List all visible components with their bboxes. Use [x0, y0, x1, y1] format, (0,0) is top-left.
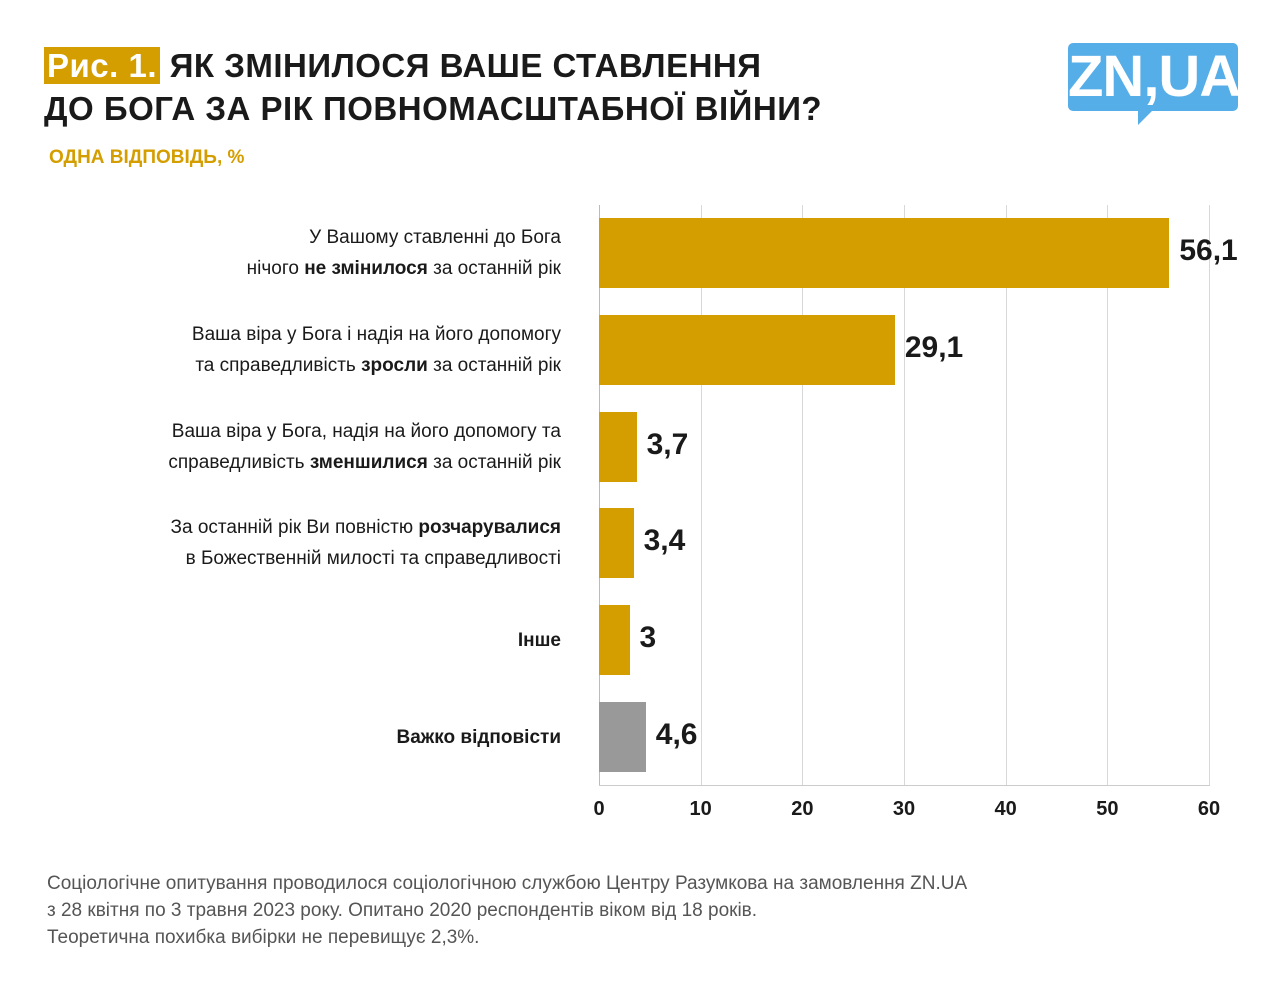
- bar-value-label: 3,4: [643, 524, 686, 558]
- category-label: За останній рік Ви повністю розчарувалис…: [171, 512, 562, 574]
- label-segment: нічого: [246, 258, 305, 279]
- footnote-line-2: з 28 квітня по 3 травня 2023 року. Опита…: [47, 900, 758, 921]
- category-label: Інше: [518, 625, 561, 656]
- bar: [599, 702, 646, 772]
- label-segment: У Вашому ставленні до Бога: [309, 227, 561, 248]
- bar: [599, 605, 630, 676]
- bar-value-label: 29,1: [904, 330, 964, 364]
- bar-value-label: 3: [639, 621, 657, 655]
- category-label: Важко відповісти: [396, 722, 561, 753]
- x-tick-label: 60: [1197, 798, 1221, 820]
- x-tick-label: 0: [593, 798, 605, 820]
- gridline: [1107, 205, 1109, 785]
- category-label: У Вашому ставленні до Бога нічого не змін…: [247, 222, 561, 284]
- chart-subtitle: ОДНА ВІДПОВІДЬ, %: [49, 147, 245, 168]
- label-segment: Ваша віра у Бога і надія на його допомог…: [191, 323, 561, 345]
- label-segment: Ваша віра у Бога, надія на його допомогу…: [171, 420, 561, 442]
- category-label: Ваша віра у Бога і надія на його допомог…: [192, 319, 561, 381]
- label-segment: за останній рік: [427, 451, 561, 473]
- bar-value-label: 56,1: [1179, 234, 1238, 267]
- gridline: [1209, 205, 1210, 785]
- bar: [599, 218, 1170, 288]
- label-segment: зросли: [361, 354, 428, 376]
- x-tick-label: 20: [791, 798, 814, 820]
- gridline: [904, 205, 905, 785]
- bar: [599, 508, 634, 579]
- label-segment: за останній рік: [427, 354, 561, 376]
- bar-value-label: 3,7: [646, 427, 689, 461]
- category-label: Ваша віра у Бога, надія на його допомогу…: [168, 416, 561, 478]
- label-segment: за останній рік: [427, 258, 561, 279]
- footnote: Соціологічне опитування проводилося соці…: [47, 870, 967, 951]
- bar-value-label: 4,6: [655, 718, 698, 751]
- chart-title: Рис. 1. ЯК ЗМІНИЛОСЯ ВАШЕ СТАВЛЕННЯ ДО Б…: [44, 44, 822, 130]
- figure-label: Рис. 1.: [44, 47, 161, 84]
- gridline: [1005, 205, 1007, 785]
- x-tick-label: 30: [892, 798, 916, 820]
- bar: [599, 411, 637, 482]
- label-segment: зменшилися: [309, 451, 428, 473]
- title-line-2: ДО БОГА ЗА РІК ПОВНОМАСШТАБНОЇ ВІЙНИ?: [44, 90, 823, 127]
- label-segment: Інше: [517, 629, 561, 651]
- label-segment: в Божественній милості та справедливості: [185, 548, 561, 570]
- x-axis-line: [599, 785, 1210, 786]
- label-segment: справедливість: [168, 451, 310, 473]
- gridline: [802, 205, 804, 785]
- footnote-line-1: Соціологічне опитування проводилося соці…: [47, 873, 968, 894]
- x-tick-label: 10: [689, 798, 712, 820]
- label-segment: не змінилося: [304, 258, 428, 279]
- footnote-line-3: Теоретична похибка вибірки не перевищує …: [47, 927, 480, 948]
- x-tick-label: 50: [1096, 798, 1119, 820]
- label-segment: розчарувалися: [418, 517, 561, 539]
- label-segment: та справедливість: [195, 354, 362, 376]
- gridline: [700, 205, 702, 785]
- gridline: [599, 205, 600, 785]
- title-line-1: ЯК ЗМІНИЛОСЯ ВАШЕ СТАВЛЕННЯ: [169, 47, 762, 84]
- x-tick-label: 40: [994, 798, 1017, 820]
- label-segment: Важко відповісти: [396, 726, 561, 748]
- zn-ua-logo: ZN,UA: [1068, 43, 1241, 125]
- bar: [599, 314, 895, 385]
- label-segment: За останній рік Ви повністю: [170, 517, 419, 539]
